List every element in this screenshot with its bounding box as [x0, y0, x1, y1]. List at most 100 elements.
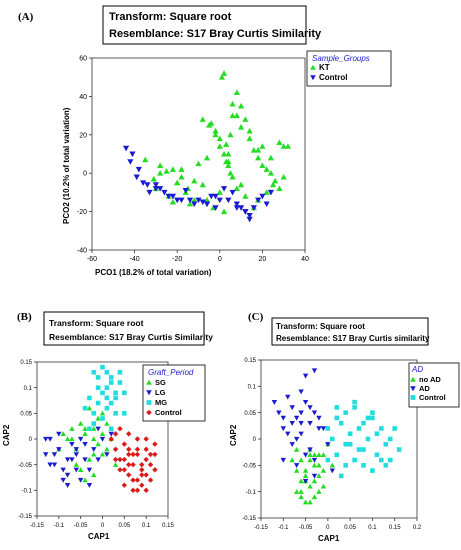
data-point-control	[361, 463, 366, 468]
data-point-control	[191, 201, 198, 208]
data-point-kt	[227, 170, 234, 176]
panel-a-legend-box	[306, 50, 392, 87]
data-point-control	[383, 441, 389, 447]
panel-c-legend-title: AD	[411, 365, 423, 374]
data-point-kt	[186, 200, 194, 207]
data-point-control	[135, 166, 142, 173]
panel-c-y-label: CAP2	[229, 424, 238, 446]
data-point-control	[143, 436, 149, 442]
legend-marker-control	[146, 409, 152, 416]
data-point-control	[134, 446, 141, 452]
x-tick-label: -20	[172, 256, 182, 263]
data-point-control	[139, 472, 145, 478]
y-tick-label: -0.05	[242, 463, 256, 469]
y-tick-label: -20	[77, 209, 87, 216]
data-point-kt	[229, 100, 236, 107]
data-point-ad	[293, 436, 300, 442]
data-point-control	[356, 426, 362, 431]
data-point-sg	[69, 436, 75, 442]
data-point-control	[147, 477, 154, 483]
data-point-sg	[86, 405, 93, 411]
data-point-kt	[238, 181, 245, 188]
data-point-mg	[117, 380, 123, 385]
data-point-lg	[69, 457, 75, 463]
data-point-control	[216, 197, 223, 204]
data-point-kt	[280, 173, 287, 180]
data-point-ad	[307, 405, 313, 411]
data-point-control	[370, 415, 375, 421]
data-point-control	[144, 182, 151, 188]
data-point-kt	[178, 166, 185, 172]
data-point-control	[134, 451, 141, 458]
x-tick-label: 0.05	[344, 525, 356, 531]
data-point-control	[134, 477, 141, 483]
data-point-no-ad	[293, 467, 300, 473]
data-point-control	[334, 415, 340, 421]
data-point-ad	[298, 389, 304, 395]
data-point-control	[396, 447, 402, 452]
data-point-kt	[216, 143, 223, 149]
data-point-no-ad	[320, 452, 327, 457]
data-point-ad	[271, 399, 278, 405]
data-point-control	[233, 205, 240, 211]
data-point-control	[325, 426, 331, 431]
data-point-control	[343, 410, 348, 415]
data-point-kt	[263, 166, 270, 172]
legend-marker-kt	[310, 64, 316, 70]
data-point-lg	[60, 477, 66, 483]
x-tick-label: 0.15	[389, 525, 401, 531]
panel-c: (C) Transform: Square root Resemblance: …	[229, 311, 460, 543]
data-point-control	[126, 472, 132, 478]
data-point-kt	[263, 189, 270, 195]
data-point-control	[117, 456, 123, 463]
data-point-control	[238, 205, 245, 211]
data-point-control	[143, 456, 149, 463]
panel-b-header-line1: Transform: Square root	[49, 318, 144, 328]
data-point-lg	[43, 452, 49, 458]
data-point-kt	[225, 162, 232, 168]
data-point-ad	[293, 415, 300, 421]
data-point-lg	[99, 436, 106, 442]
y-tick-label: 0.15	[244, 358, 256, 364]
data-point-control	[152, 186, 159, 192]
data-point-sg	[112, 461, 119, 467]
data-point-control	[263, 201, 270, 208]
data-point-control	[121, 467, 128, 473]
panel-b-header-box	[43, 311, 205, 346]
data-point-control	[246, 216, 253, 223]
data-point-mg	[87, 395, 92, 401]
data-point-control	[174, 197, 181, 204]
data-point-lg	[95, 457, 101, 463]
data-point-sg	[91, 436, 97, 442]
legend-label-kt: KT	[319, 63, 330, 72]
y-tick-label: -0.15	[242, 516, 256, 522]
data-point-control	[112, 446, 119, 452]
x-tick-label: 0.1	[142, 523, 151, 529]
data-point-no-ad	[307, 457, 313, 463]
data-point-control	[199, 199, 206, 206]
x-tick-label: 40	[301, 256, 309, 263]
data-point-kt	[276, 139, 283, 145]
data-point-control	[379, 426, 384, 431]
data-point-lg	[56, 447, 62, 452]
data-point-sg	[64, 436, 71, 442]
data-point-no-ad	[302, 473, 309, 479]
data-point-control	[225, 197, 232, 204]
data-point-control	[126, 446, 132, 452]
data-point-kt	[227, 131, 234, 138]
data-point-control	[121, 482, 128, 488]
data-point-control	[352, 405, 357, 410]
data-point-lg	[73, 447, 79, 452]
data-point-ad	[285, 394, 291, 400]
data-point-control	[347, 431, 353, 437]
x-tick-label: 0.2	[413, 525, 422, 531]
legend-label-control: Control	[155, 408, 182, 417]
data-point-control	[343, 441, 348, 447]
data-point-ad	[320, 426, 327, 432]
y-tick-label: 0.05	[20, 411, 32, 417]
data-point-mg	[104, 395, 110, 401]
data-point-sg	[86, 456, 93, 462]
